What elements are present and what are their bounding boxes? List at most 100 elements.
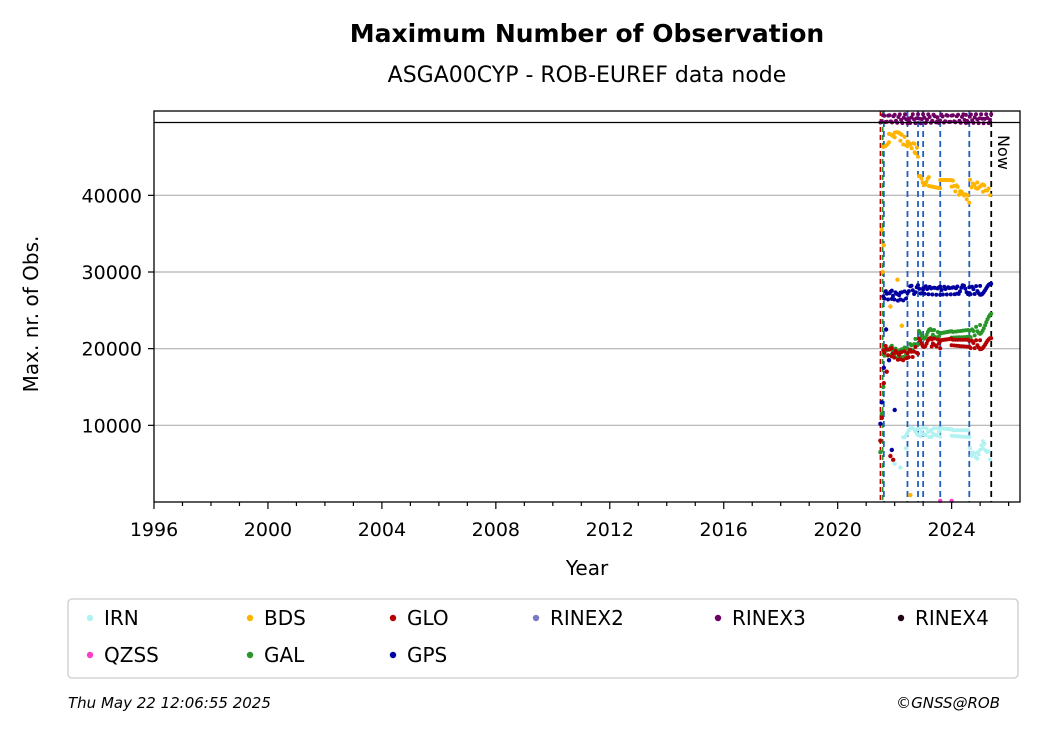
legend-box (67, 598, 1019, 679)
point (892, 297, 897, 302)
point (989, 336, 994, 341)
point (937, 341, 941, 346)
outlier-point (881, 243, 886, 248)
x-tick-label: 2020 (814, 519, 862, 541)
legend-marker-bds (246, 614, 254, 622)
series-rinex3 (878, 112, 994, 126)
point (934, 433, 939, 438)
point (912, 141, 917, 146)
point (902, 349, 907, 354)
point (935, 115, 940, 120)
point (926, 175, 931, 180)
series-bds (879, 130, 993, 498)
outlier-point (899, 323, 904, 328)
point (916, 342, 920, 347)
point (982, 441, 987, 446)
point (968, 177, 973, 182)
point (938, 434, 943, 439)
outlier-point (879, 400, 884, 405)
x-tick-label: 2008 (472, 519, 520, 541)
legend-marker-rinex2 (532, 614, 540, 622)
point (916, 154, 920, 159)
x-tick-label: 2024 (927, 519, 975, 541)
point (913, 151, 918, 156)
point (929, 344, 934, 349)
outlier-point (878, 450, 883, 455)
point (906, 355, 911, 360)
point (975, 180, 980, 185)
outlier-point (881, 365, 886, 370)
point (950, 178, 955, 183)
x-axis-ticks: 1996 2000 2004 2008 2012 2016 2020 2024 (130, 502, 1010, 541)
outlier-point (883, 327, 889, 332)
point (981, 326, 986, 331)
point (919, 430, 924, 434)
point (945, 113, 950, 118)
point (887, 140, 891, 145)
point (978, 283, 983, 288)
point (953, 189, 958, 194)
point (971, 341, 976, 345)
point (918, 434, 923, 438)
x-axis-label: Year (565, 556, 609, 580)
point (902, 289, 907, 294)
point (898, 138, 903, 143)
legend-marker-gps (389, 651, 397, 659)
outlier-point (903, 446, 909, 451)
outlier-point (889, 447, 894, 453)
x-tick-label: 2000 (244, 519, 292, 541)
point (919, 176, 924, 181)
legend-label-qzss: QZSS (104, 643, 159, 667)
chart-title: Maximum Number of Observation (350, 19, 824, 48)
point (983, 323, 988, 328)
point (909, 283, 914, 288)
point (968, 112, 973, 117)
series-gps (878, 281, 994, 453)
point (914, 145, 919, 150)
point (930, 292, 935, 297)
outlier-point (878, 438, 883, 443)
point (974, 112, 978, 117)
point (967, 200, 972, 205)
point (925, 117, 929, 122)
point (989, 311, 994, 316)
y-tick-label: 40000 (82, 185, 142, 207)
point (906, 289, 911, 294)
point (922, 291, 927, 296)
point (978, 323, 983, 327)
outlier-point (884, 369, 889, 374)
point (972, 292, 977, 296)
point (916, 112, 920, 117)
point (940, 114, 945, 119)
point (940, 292, 945, 297)
point (889, 288, 894, 293)
y-axis-label: Max. nr. of Obs. (19, 236, 43, 393)
point (974, 338, 979, 343)
point (930, 118, 935, 123)
series-irn (892, 425, 993, 470)
outlier-point (888, 453, 893, 459)
legend-label-gps: GPS (407, 643, 447, 667)
series-glo (878, 336, 994, 462)
point (934, 292, 939, 297)
point (964, 197, 969, 202)
point (974, 284, 979, 289)
outlier-point (880, 269, 885, 275)
point (899, 118, 904, 122)
legend-label-rinex3: RINEX3 (732, 606, 806, 630)
x-tick-label: 2004 (358, 519, 406, 541)
point (901, 298, 906, 303)
point (882, 296, 887, 301)
point (969, 453, 974, 458)
point (986, 449, 991, 454)
point (917, 426, 922, 431)
footer-copyright: ©GNSS@ROB (896, 694, 1000, 712)
point (886, 297, 891, 302)
point (910, 355, 915, 359)
point (924, 426, 929, 431)
point (892, 112, 897, 117)
point (926, 292, 931, 297)
grid-lines (154, 194, 1020, 426)
point (948, 292, 953, 297)
legend-marker-rinex3 (714, 614, 722, 622)
